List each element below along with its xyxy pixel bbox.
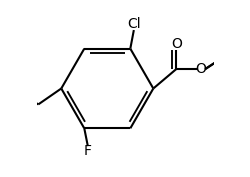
- Text: Cl: Cl: [127, 17, 141, 31]
- Text: O: O: [196, 62, 206, 76]
- Text: F: F: [84, 144, 92, 158]
- Text: O: O: [171, 37, 182, 51]
